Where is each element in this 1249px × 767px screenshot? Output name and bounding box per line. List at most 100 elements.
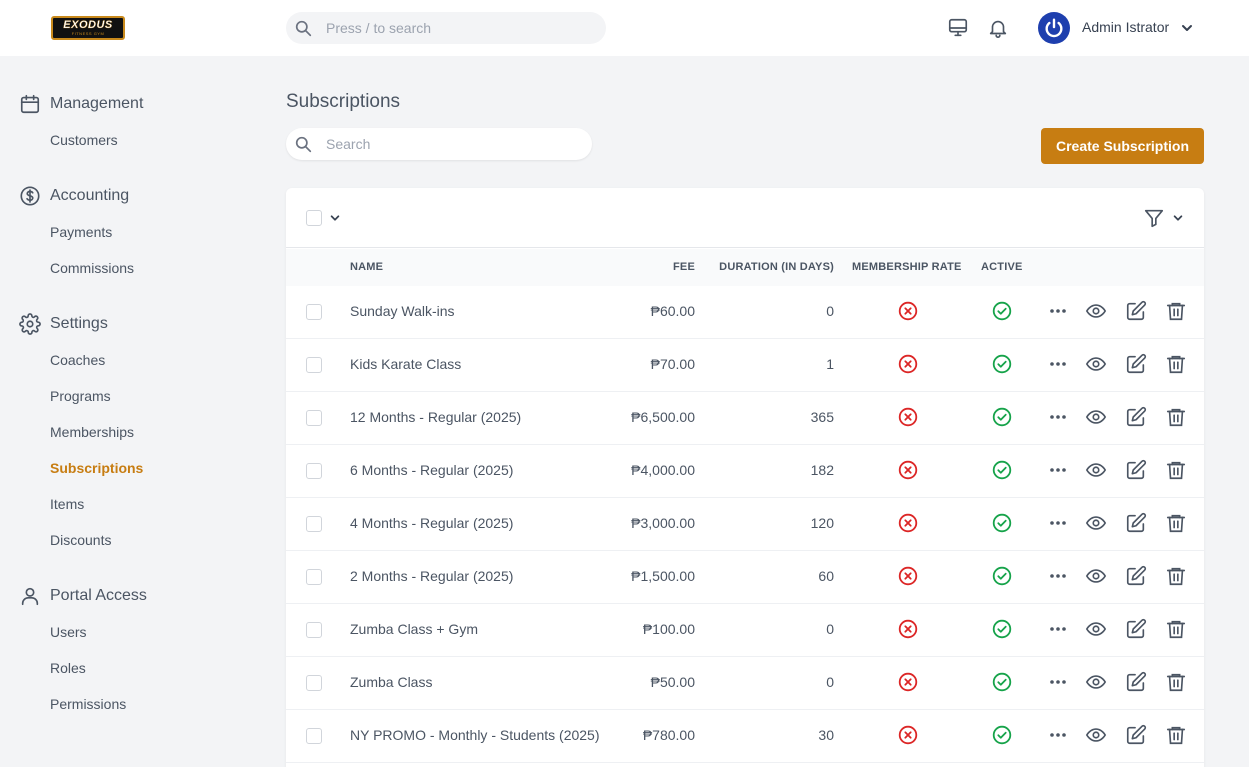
table-row[interactable]: 2 Months - Regular (2025) ₱1,500.00 60 — [286, 551, 1204, 604]
sidebar-item-payments[interactable]: Payments — [50, 224, 113, 240]
edit-icon[interactable] — [1125, 565, 1147, 587]
trash-icon[interactable] — [1165, 406, 1187, 428]
row-checkbox[interactable] — [306, 463, 322, 479]
subscription-duration: 30 — [818, 727, 834, 743]
sidebar-item-permissions[interactable]: Permissions — [50, 696, 127, 712]
brand-logo[interactable]: EXODUS FITNESS GYM — [51, 16, 125, 40]
view-eye-icon[interactable] — [1085, 512, 1107, 534]
more-options-icon[interactable] — [1047, 724, 1069, 746]
x-circle-icon — [898, 725, 918, 745]
sidebar-item-users[interactable]: Users — [50, 624, 87, 640]
search-icon — [295, 136, 312, 153]
table-row[interactable]: 6 Months - Regular (2025) ₱4,000.00 182 — [286, 445, 1204, 498]
edit-icon[interactable] — [1125, 300, 1147, 322]
row-checkbox[interactable] — [306, 516, 322, 532]
edit-icon[interactable] — [1125, 618, 1147, 640]
row-checkbox[interactable] — [306, 410, 322, 426]
more-options-icon[interactable] — [1047, 459, 1069, 481]
edit-icon[interactable] — [1125, 671, 1147, 693]
check-circle-icon — [992, 460, 1012, 480]
more-options-icon[interactable] — [1047, 512, 1069, 534]
trash-icon[interactable] — [1165, 565, 1187, 587]
table-search-input[interactable] — [326, 128, 581, 160]
edit-icon[interactable] — [1125, 724, 1147, 746]
view-eye-icon[interactable] — [1085, 565, 1107, 587]
user-name[interactable]: Admin Istrator — [1082, 19, 1170, 35]
subscription-duration: 60 — [818, 568, 834, 584]
row-checkbox[interactable] — [306, 569, 322, 585]
edit-icon[interactable] — [1125, 406, 1147, 428]
view-eye-icon[interactable] — [1085, 459, 1107, 481]
row-checkbox[interactable] — [306, 357, 322, 373]
filter-icon[interactable] — [1143, 207, 1165, 229]
sidebar-item-items[interactable]: Items — [50, 496, 85, 512]
check-circle-icon — [992, 619, 1012, 639]
table-row[interactable]: Zumba Class + Gym ₱100.00 0 — [286, 604, 1204, 657]
logo-subtext: FITNESS GYM — [71, 31, 105, 36]
column-header-name[interactable]: NAME — [350, 261, 384, 273]
column-header-active[interactable]: ACTIVE — [981, 261, 1023, 273]
row-checkbox[interactable] — [306, 304, 322, 320]
table-row[interactable]: Kids Karate Class ₱70.00 1 — [286, 339, 1204, 392]
view-eye-icon[interactable] — [1085, 300, 1107, 322]
trash-icon[interactable] — [1165, 671, 1187, 693]
subscription-duration: 0 — [826, 621, 834, 637]
row-checkbox[interactable] — [306, 728, 322, 744]
bell-icon[interactable] — [987, 17, 1009, 39]
logo-text: EXODUS — [63, 19, 113, 31]
table-row[interactable]: NY PROMO - Monthly - Students (2025) ₱780… — [286, 710, 1204, 763]
trash-icon[interactable] — [1165, 512, 1187, 534]
table-row[interactable]: 12 Months - Regular (2025) ₱6,500.00 365 — [286, 392, 1204, 445]
view-eye-icon[interactable] — [1085, 671, 1107, 693]
create-subscription-button[interactable]: Create Subscription — [1041, 128, 1204, 164]
sidebar-item-customers[interactable]: Customers — [50, 132, 118, 148]
monitor-icon[interactable] — [947, 17, 969, 39]
edit-icon[interactable] — [1125, 459, 1147, 481]
more-options-icon[interactable] — [1047, 300, 1069, 322]
chevron-down-icon[interactable] — [1180, 21, 1194, 35]
sidebar-item-coaches[interactable]: Coaches — [50, 352, 106, 368]
row-checkbox[interactable] — [306, 622, 322, 638]
view-eye-icon[interactable] — [1085, 353, 1107, 375]
table-row[interactable]: Sunday Walk-ins ₱60.00 0 — [286, 286, 1204, 339]
edit-icon[interactable] — [1125, 353, 1147, 375]
nav-group-accounting: Accounting — [50, 187, 130, 204]
view-eye-icon[interactable] — [1085, 406, 1107, 428]
trash-icon[interactable] — [1165, 724, 1187, 746]
edit-icon[interactable] — [1125, 512, 1147, 534]
x-circle-icon — [898, 354, 918, 374]
row-checkbox[interactable] — [306, 675, 322, 691]
chevron-down-icon[interactable] — [1172, 212, 1184, 224]
more-options-icon[interactable] — [1047, 406, 1069, 428]
trash-icon[interactable] — [1165, 300, 1187, 322]
more-options-icon[interactable] — [1047, 353, 1069, 375]
subscriptions-table-card: NAME FEE DURATION (IN DAYS) MEMBERSHIP R… — [286, 188, 1204, 767]
sidebar-item-commissions[interactable]: Commissions — [50, 260, 135, 276]
sidebar-item-discounts[interactable]: Discounts — [50, 532, 112, 548]
sidebar-item-programs[interactable]: Programs — [50, 388, 111, 404]
more-options-icon[interactable] — [1047, 565, 1069, 587]
more-options-icon[interactable] — [1047, 671, 1069, 693]
table-row[interactable]: Zumba Class ₱50.00 0 — [286, 657, 1204, 710]
subscription-fee: ₱3,000.00 — [631, 515, 695, 531]
subscription-fee: ₱780.00 — [642, 727, 695, 743]
x-circle-icon — [898, 407, 918, 427]
more-options-icon[interactable] — [1047, 618, 1069, 640]
sidebar-item-roles[interactable]: Roles — [50, 660, 86, 676]
select-all-checkbox[interactable] — [306, 210, 322, 226]
subscription-name: NY PROMO - Monthly - Students (2025) — [350, 727, 600, 743]
trash-icon[interactable] — [1165, 353, 1187, 375]
column-header-fee[interactable]: FEE — [673, 261, 695, 273]
avatar[interactable] — [1038, 12, 1070, 44]
trash-icon[interactable] — [1165, 459, 1187, 481]
column-header-membership-rate[interactable]: MEMBERSHIP RATE — [852, 261, 962, 273]
view-eye-icon[interactable] — [1085, 618, 1107, 640]
table-row[interactable]: 4 Months - Regular (2025) ₱3,000.00 120 — [286, 498, 1204, 551]
global-search-input[interactable] — [326, 12, 596, 44]
sidebar-item-subscriptions[interactable]: Subscriptions — [50, 460, 144, 476]
column-header-duration[interactable]: DURATION (IN DAYS) — [719, 261, 834, 273]
trash-icon[interactable] — [1165, 618, 1187, 640]
chevron-down-icon[interactable] — [329, 212, 341, 224]
view-eye-icon[interactable] — [1085, 724, 1107, 746]
sidebar-item-memberships[interactable]: Memberships — [50, 424, 135, 440]
